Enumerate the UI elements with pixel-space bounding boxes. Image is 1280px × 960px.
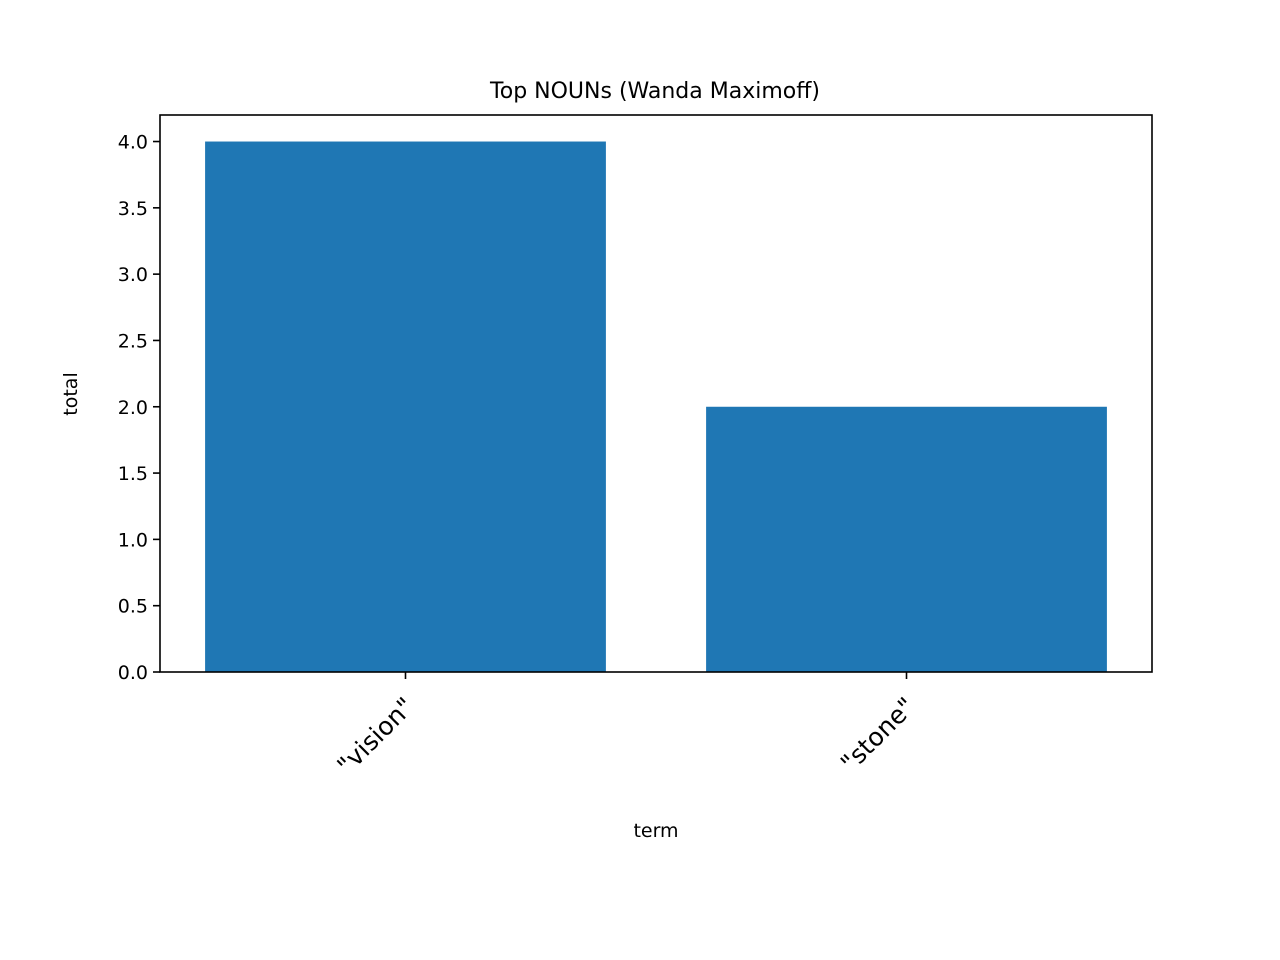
- bars-group: [205, 141, 1107, 672]
- y-tick-label: 4.0: [118, 132, 148, 154]
- y-tick-label: 3.0: [118, 264, 148, 286]
- y-tick-label: 3.5: [118, 198, 148, 220]
- y-tick-label: 0.0: [118, 662, 148, 684]
- y-tick-label: 1.5: [118, 463, 148, 485]
- bar-0: [205, 141, 606, 672]
- x-axis-label: term: [633, 820, 678, 842]
- y-tick-label: 1.0: [118, 529, 148, 551]
- y-tick-label: 2.0: [118, 397, 148, 419]
- y-tick-label: 2.5: [118, 330, 148, 352]
- y-tick-label: 0.5: [118, 596, 148, 618]
- plot-frame: [159, 114, 1153, 673]
- y-axis-label: total: [60, 372, 82, 415]
- chart-title: Top NOUNs (Wanda Maximoff): [489, 79, 820, 104]
- y-axis: 0.0 0.5 1.0 1.5 2.0 2.5 3.0 3.5 4.0: [118, 132, 160, 684]
- bar-1: [706, 406, 1107, 672]
